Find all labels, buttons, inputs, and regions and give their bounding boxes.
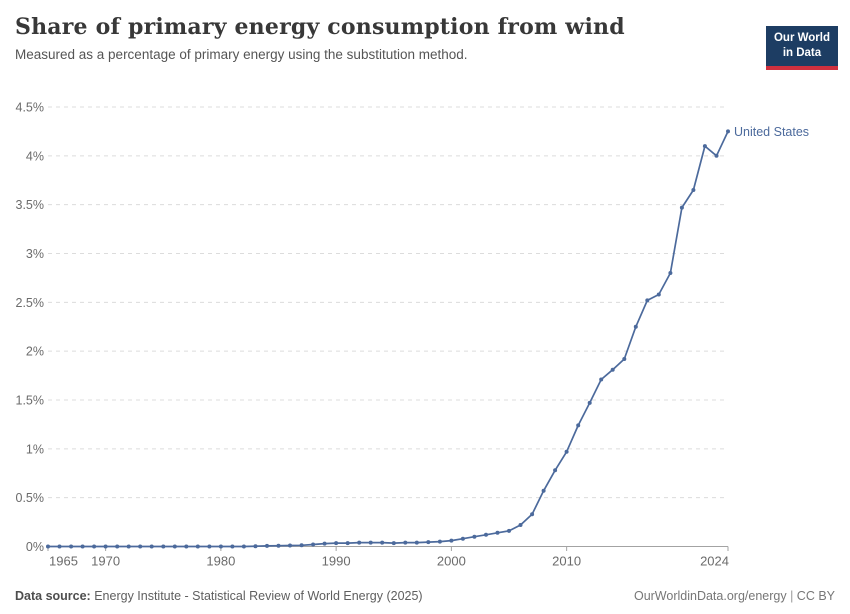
x-tick-label: 2000 — [437, 554, 466, 569]
x-tick-label: 2010 — [552, 554, 581, 569]
data-point[interactable] — [553, 468, 558, 473]
data-point[interactable] — [311, 542, 316, 547]
data-point[interactable] — [57, 544, 62, 549]
data-point[interactable] — [195, 544, 200, 549]
y-tick-label: 2.5% — [16, 296, 45, 310]
data-point[interactable] — [437, 539, 442, 544]
data-point[interactable] — [622, 357, 627, 361]
owid-logo[interactable]: Our World in Data — [765, 26, 838, 70]
data-source-text: Energy Institute - Statistical Review of… — [90, 589, 423, 603]
y-tick-label: 0.5% — [16, 491, 45, 505]
data-point[interactable] — [69, 544, 74, 549]
data-point[interactable] — [484, 532, 488, 537]
x-tick-label: 1970 — [91, 554, 120, 569]
data-point[interactable] — [126, 544, 131, 549]
chart-subtitle: Measured as a percentage of primary ener… — [15, 47, 468, 62]
data-point[interactable] — [253, 544, 258, 549]
data-point[interactable] — [334, 541, 339, 546]
data-point[interactable] — [46, 544, 50, 549]
y-tick-label: 4.5% — [16, 101, 45, 115]
data-point[interactable] — [507, 528, 511, 533]
x-tick-label: 1990 — [322, 554, 351, 569]
y-tick-label: 2% — [26, 345, 44, 359]
data-point[interactable] — [633, 324, 638, 329]
data-point[interactable] — [599, 377, 604, 382]
data-point[interactable] — [518, 523, 523, 527]
footer-separator: | — [786, 589, 797, 603]
series-line[interactable] — [47, 130, 729, 548]
data-point[interactable] — [184, 544, 189, 549]
x-tick-label: 1965 — [49, 554, 78, 569]
y-tick-label: 4% — [26, 149, 44, 163]
data-point[interactable] — [668, 271, 673, 275]
data-point[interactable] — [645, 298, 650, 303]
data-point[interactable] — [380, 540, 385, 545]
data-point[interactable] — [691, 188, 696, 192]
chart-footer: Data source: Energy Institute - Statisti… — [15, 589, 835, 603]
data-point[interactable] — [587, 400, 592, 405]
data-point[interactable] — [149, 544, 154, 549]
data-point[interactable] — [495, 530, 500, 535]
data-point[interactable] — [138, 544, 143, 549]
data-point[interactable] — [322, 541, 327, 546]
chart-header: Share of primary energy consumption from… — [0, 14, 850, 62]
data-point[interactable] — [656, 292, 661, 297]
data-point[interactable] — [564, 449, 569, 454]
x-tick-label: 2024 — [700, 554, 729, 569]
data-point[interactable] — [403, 540, 408, 545]
data-point[interactable] — [172, 544, 177, 549]
data-point[interactable] — [115, 544, 120, 549]
owid-url-link[interactable]: OurWorldinData.org/energy — [633, 589, 787, 603]
data-point[interactable] — [610, 367, 615, 372]
data-point[interactable] — [103, 544, 108, 549]
data-point[interactable] — [299, 543, 304, 548]
page-title: Share of primary energy consumption from… — [15, 14, 625, 40]
data-point[interactable] — [530, 512, 535, 517]
license-link[interactable]: CC BY — [796, 589, 835, 603]
data-point[interactable] — [414, 540, 419, 545]
x-tick-label: 1980 — [206, 554, 235, 569]
data-point[interactable] — [576, 423, 581, 428]
y-tick-label: 3.5% — [16, 198, 45, 212]
data-point[interactable] — [276, 543, 281, 548]
chart-canvas: 0% 0.5% 1% 1.5% 2% 2.5% 3% 3.5% 4% 4.5% 1965 1970 19… — [16, 101, 810, 569]
y-tick-label: 3% — [26, 247, 44, 261]
data-point[interactable] — [218, 544, 223, 549]
data-point[interactable] — [265, 543, 269, 548]
y-tick-label: 0% — [26, 540, 44, 554]
data-point[interactable] — [541, 488, 546, 493]
data-point[interactable] — [472, 534, 477, 539]
data-point[interactable] — [207, 544, 212, 549]
data-point[interactable] — [92, 544, 97, 549]
data-point[interactable] — [460, 536, 465, 541]
data-point[interactable] — [288, 543, 292, 548]
owid-logo-line2: in Data — [782, 46, 822, 59]
data-point[interactable] — [161, 544, 166, 549]
data-point[interactable] — [714, 153, 719, 158]
data-point[interactable] — [702, 144, 707, 149]
data-point[interactable] — [230, 544, 235, 549]
data-point[interactable] — [726, 129, 730, 134]
owid-logo-line1: Our World — [773, 32, 830, 44]
data-point[interactable] — [357, 540, 362, 545]
data-point[interactable] — [426, 540, 431, 545]
footer-links: OurWorldinData.org/energy | CC BY — [634, 589, 835, 603]
data-source-label: Data source: — [15, 589, 91, 603]
y-tick-label: 1.5% — [16, 394, 45, 408]
data-point[interactable] — [345, 541, 350, 546]
data-point[interactable] — [391, 541, 396, 546]
entity-label[interactable]: United States — [734, 125, 809, 139]
data-point[interactable] — [368, 540, 373, 545]
data-point[interactable] — [241, 544, 246, 549]
data-point[interactable] — [679, 205, 684, 210]
y-tick-label: 1% — [26, 442, 44, 456]
data-point[interactable] — [80, 544, 85, 549]
data-point[interactable] — [449, 538, 454, 543]
data-source: Data source: Energy Institute - Statisti… — [15, 589, 423, 603]
